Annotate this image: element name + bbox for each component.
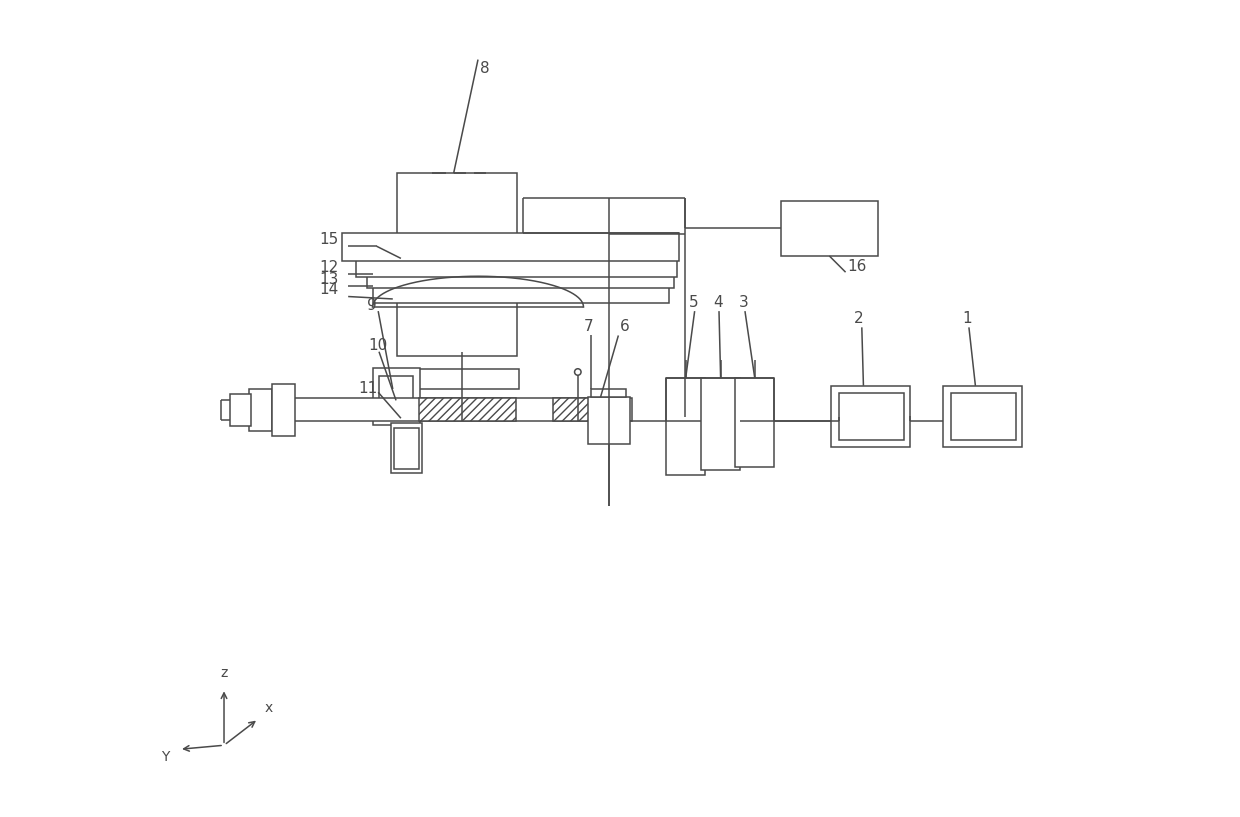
- Bar: [367, 274, 673, 288]
- Bar: [588, 397, 630, 444]
- Text: 2: 2: [853, 310, 863, 326]
- Bar: [374, 389, 399, 409]
- Text: 14: 14: [319, 283, 339, 297]
- Text: Y: Y: [161, 750, 170, 764]
- Text: 7: 7: [584, 319, 593, 334]
- Text: 6: 6: [620, 319, 630, 334]
- Text: 12: 12: [319, 260, 339, 275]
- Text: 1: 1: [962, 310, 972, 326]
- Text: 4: 4: [713, 294, 723, 310]
- Bar: [666, 377, 706, 475]
- Bar: [356, 257, 677, 277]
- Bar: [272, 398, 632, 421]
- Bar: [249, 389, 272, 431]
- Bar: [397, 173, 517, 355]
- Text: 9: 9: [367, 297, 377, 313]
- Text: 15: 15: [319, 232, 339, 247]
- Bar: [229, 394, 250, 426]
- Bar: [379, 376, 413, 418]
- Text: 10: 10: [368, 338, 388, 353]
- Bar: [372, 285, 668, 303]
- Text: 3: 3: [739, 294, 748, 310]
- Text: 5: 5: [689, 294, 698, 310]
- Bar: [372, 368, 419, 425]
- Text: x: x: [265, 701, 273, 715]
- Text: 16: 16: [847, 259, 867, 274]
- Bar: [590, 389, 626, 397]
- Bar: [701, 377, 740, 470]
- Bar: [419, 398, 516, 421]
- Bar: [272, 384, 295, 436]
- Text: 11: 11: [358, 381, 378, 395]
- Bar: [839, 393, 904, 440]
- Bar: [735, 377, 774, 467]
- Bar: [342, 233, 680, 261]
- Text: 13: 13: [319, 272, 339, 287]
- Bar: [951, 393, 1016, 440]
- Bar: [374, 368, 520, 389]
- Bar: [942, 386, 1023, 447]
- Bar: [781, 201, 878, 256]
- Text: 8: 8: [480, 61, 490, 76]
- Text: z: z: [221, 667, 228, 681]
- Bar: [391, 423, 422, 473]
- Bar: [394, 428, 419, 468]
- Bar: [831, 386, 910, 447]
- Bar: [553, 398, 600, 421]
